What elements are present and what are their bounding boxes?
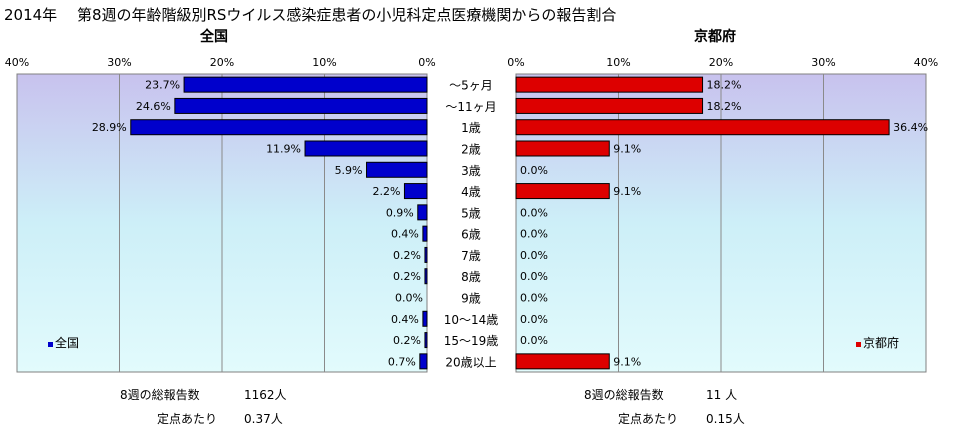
left-bar [424, 268, 428, 285]
left-data-label: 24.6% [136, 100, 171, 113]
right-total-reports-value: 11 人 [706, 388, 738, 402]
left-bar [174, 97, 428, 114]
left-bar [403, 183, 428, 200]
left-legend-label: 全国 [55, 335, 79, 350]
left-tick-label: 10% [312, 56, 336, 69]
left-data-label: 28.9% [92, 121, 127, 134]
right-data-label: 0.0% [520, 228, 548, 241]
left-bar [304, 140, 428, 157]
left-total-reports-value: 1162人 [244, 388, 287, 402]
left-total-reports-label: 8週の総報告数 [120, 388, 200, 402]
category-label: 9歳 [461, 292, 481, 306]
category-label: 4歳 [461, 185, 481, 199]
left-bar [424, 332, 428, 349]
right-data-label: 0.0% [520, 334, 548, 347]
right-data-label: 9.1% [613, 143, 641, 156]
right-total-reports-label: 8週の総報告数 [584, 388, 664, 402]
chart-title: 2014年 第8週の年齢階級別RSウイルス感染症患者の小児科定点医療機関からの報… [4, 6, 617, 24]
left-data-label: 11.9% [266, 143, 301, 156]
left-bar [366, 161, 428, 178]
right-data-label: 9.1% [613, 185, 641, 198]
right-bar [515, 140, 610, 157]
right-tick-label: 0% [507, 56, 524, 69]
category-label: 1歳 [461, 121, 481, 135]
left-tick-label: 20% [210, 56, 234, 69]
left-data-label: 2.2% [372, 185, 400, 198]
left-data-label: 0.4% [391, 313, 419, 326]
right-tick-label: 10% [606, 56, 630, 69]
left-data-label: 0.0% [395, 292, 423, 305]
right-bar [515, 183, 610, 200]
category-label: 7歳 [461, 249, 481, 263]
left-bar [183, 76, 428, 93]
right-data-label: 18.2% [707, 100, 742, 113]
right-tick-label: 30% [811, 56, 835, 69]
right-legend-label: 京都府 [863, 335, 899, 350]
left-panel-title: 全国 [200, 29, 228, 45]
right-data-label: 0.0% [520, 313, 548, 326]
left-legend-swatch [48, 342, 53, 347]
left-bar [422, 225, 428, 242]
left-per-site-label: 定点あたり [157, 412, 218, 426]
right-data-label: 0.0% [520, 249, 548, 262]
left-bar [424, 246, 428, 263]
category-label: 15～19歳 [444, 334, 499, 348]
left-data-label: 5.9% [335, 164, 363, 177]
left-data-label: 0.2% [393, 249, 421, 262]
right-data-label: 0.0% [520, 206, 548, 219]
left-data-label: 23.7% [145, 79, 180, 92]
left-bar [130, 119, 428, 136]
right-data-label: 0.0% [520, 270, 548, 283]
left-tick-label: 30% [107, 56, 131, 69]
right-legend-swatch [856, 342, 861, 347]
category-label: 8歳 [461, 270, 481, 284]
left-bar [419, 353, 428, 370]
left-data-label: 0.2% [393, 334, 421, 347]
right-per-site-value: 0.15人 [706, 412, 745, 426]
left-bar [417, 204, 428, 221]
right-per-site-label: 定点あたり [618, 412, 679, 426]
category-label: ～5ヶ月 [449, 79, 493, 93]
left-data-label: 0.4% [391, 228, 419, 241]
right-tick-label: 20% [709, 56, 733, 69]
right-data-label: 36.4% [893, 121, 928, 134]
right-bar [515, 97, 704, 114]
right-data-label: 0.0% [520, 292, 548, 305]
category-label: 2歳 [461, 143, 481, 157]
left-bar [422, 310, 428, 327]
chart-area: 40% 30% 20% 10% 0% 23.7% 24.6% 28.9% 11.9% 5.9% 2.… [5, 56, 938, 373]
category-label: 20歳以上 [445, 355, 496, 369]
left-data-label: 0.7% [388, 355, 416, 368]
left-data-label: 0.9% [386, 206, 414, 219]
right-bar [515, 119, 890, 136]
category-label: 3歳 [461, 164, 481, 178]
left-data-label: 0.2% [393, 270, 421, 283]
right-panel-title: 京都府 [694, 29, 736, 45]
right-data-label: 0.0% [520, 164, 548, 177]
category-label: 10～14歳 [444, 313, 499, 327]
right-data-label: 9.1% [613, 355, 641, 368]
left-tick-label: 40% [5, 56, 29, 69]
category-label: ～11ヶ月 [445, 100, 496, 114]
category-label: 6歳 [461, 228, 481, 242]
right-tick-label: 40% [914, 56, 938, 69]
right-bar [515, 76, 704, 93]
left-per-site-value: 0.37人 [244, 412, 283, 426]
right-data-label: 18.2% [707, 79, 742, 92]
category-label: 5歳 [461, 206, 481, 220]
right-bar [515, 353, 610, 370]
left-tick-label: 0% [418, 56, 435, 69]
